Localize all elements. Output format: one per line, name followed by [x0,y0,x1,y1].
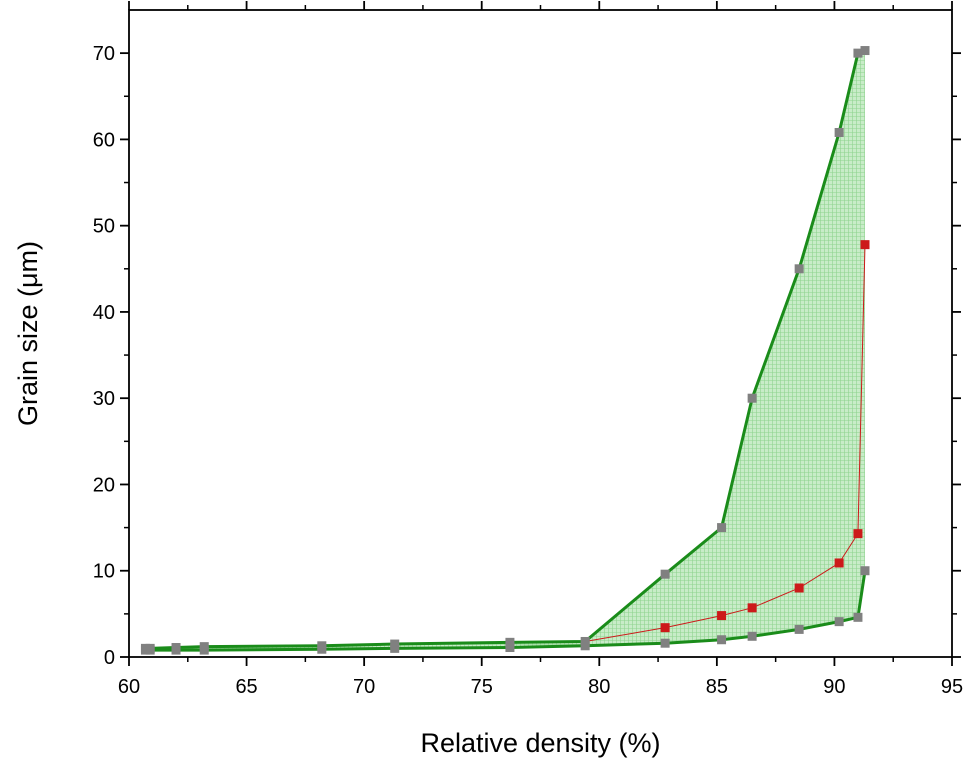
band-fill [145,50,865,651]
band-area [145,50,865,651]
series-markers [140,46,870,655]
upper-data-point [794,264,804,274]
middle-data-point [660,623,670,633]
middle-data-point [834,558,844,568]
y-tick-label: 40 [93,302,115,324]
x-tick-label: 65 [235,676,257,698]
lower-data-point [505,643,515,653]
x-tick-label: 60 [118,676,140,698]
x-tick-label: 85 [706,676,728,698]
lower-data-point [853,612,863,622]
y-tick-label: 60 [93,129,115,151]
y-tick-label: 0 [104,647,115,669]
upper-data-point [140,643,150,653]
upper-data-point [834,127,844,137]
middle-series-line [585,244,866,642]
lower-data-point [860,566,870,576]
y-tick-label: 10 [93,561,115,583]
middle-data-point [747,603,757,613]
upper-data-point [171,643,181,653]
middle-data-point [717,611,727,621]
y-axis-title: Grain size (μm) [13,241,43,426]
upper-data-point [860,46,870,56]
x-tick-label: 90 [823,676,845,698]
x-tick-label: 95 [941,676,963,698]
middle-data-point [860,240,870,250]
x-tick-label: 80 [588,676,610,698]
middle-data-point [853,529,863,539]
upper-data-point [660,569,670,579]
middle-data-point [794,583,804,593]
lower-data-point [660,638,670,648]
y-axis-ticks: 0 10 20 30 40 50 60 70 [93,43,961,669]
upper-data-point [199,642,209,652]
y-tick-label: 70 [93,43,115,65]
lower-data-point [747,631,757,641]
upper-data-point [317,641,327,651]
y-tick-label: 50 [93,216,115,238]
upper-data-point [390,639,400,649]
upper-data-point [145,643,155,653]
lower-data-point [834,617,844,627]
upper-data-point [853,48,863,58]
lower-data-point [794,624,804,634]
x-tick-label: 70 [353,676,375,698]
upper-data-point [580,636,590,646]
upper-data-point [717,523,727,533]
y-tick-label: 20 [93,474,115,496]
y-tick-label: 30 [93,388,115,410]
upper-data-point [505,637,515,647]
x-tick-label: 75 [471,676,493,698]
lower-data-point [717,635,727,645]
upper-data-point [747,393,757,403]
x-axis-title: Relative density (%) [420,728,660,758]
x-axis-ticks: 60 65 70 75 80 85 90 95 [118,1,963,698]
